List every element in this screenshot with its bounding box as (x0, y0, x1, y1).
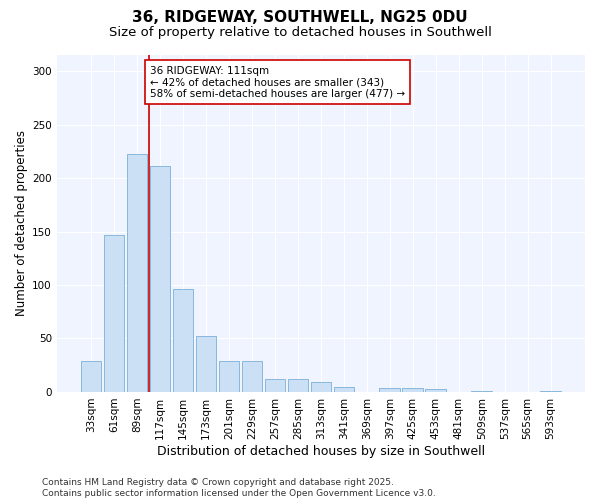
Text: Contains HM Land Registry data © Crown copyright and database right 2025.
Contai: Contains HM Land Registry data © Crown c… (42, 478, 436, 498)
Bar (311, 382, 331, 392)
Bar (81, 361, 101, 392)
Bar (425, 388, 446, 392)
Bar (218, 361, 239, 392)
Text: 36, RIDGEWAY, SOUTHWELL, NG25 0DU: 36, RIDGEWAY, SOUTHWELL, NG25 0DU (132, 10, 468, 25)
Y-axis label: Number of detached properties: Number of detached properties (15, 130, 28, 316)
Bar (403, 388, 423, 392)
Bar (196, 336, 217, 392)
Bar (173, 290, 193, 392)
Bar (541, 391, 561, 392)
Bar (150, 166, 170, 392)
Bar (242, 361, 262, 392)
Text: 36 RIDGEWAY: 111sqm
← 42% of detached houses are smaller (343)
58% of semi-detac: 36 RIDGEWAY: 111sqm ← 42% of detached ho… (150, 66, 405, 99)
X-axis label: Distribution of detached houses by size in Southwell: Distribution of detached houses by size … (157, 444, 485, 458)
Text: Size of property relative to detached houses in Southwell: Size of property relative to detached ho… (109, 26, 491, 39)
Bar (472, 391, 492, 392)
Bar (127, 154, 148, 392)
Bar (265, 379, 285, 392)
Bar (379, 388, 400, 392)
Bar (334, 386, 354, 392)
Bar (104, 234, 124, 392)
Bar (287, 379, 308, 392)
